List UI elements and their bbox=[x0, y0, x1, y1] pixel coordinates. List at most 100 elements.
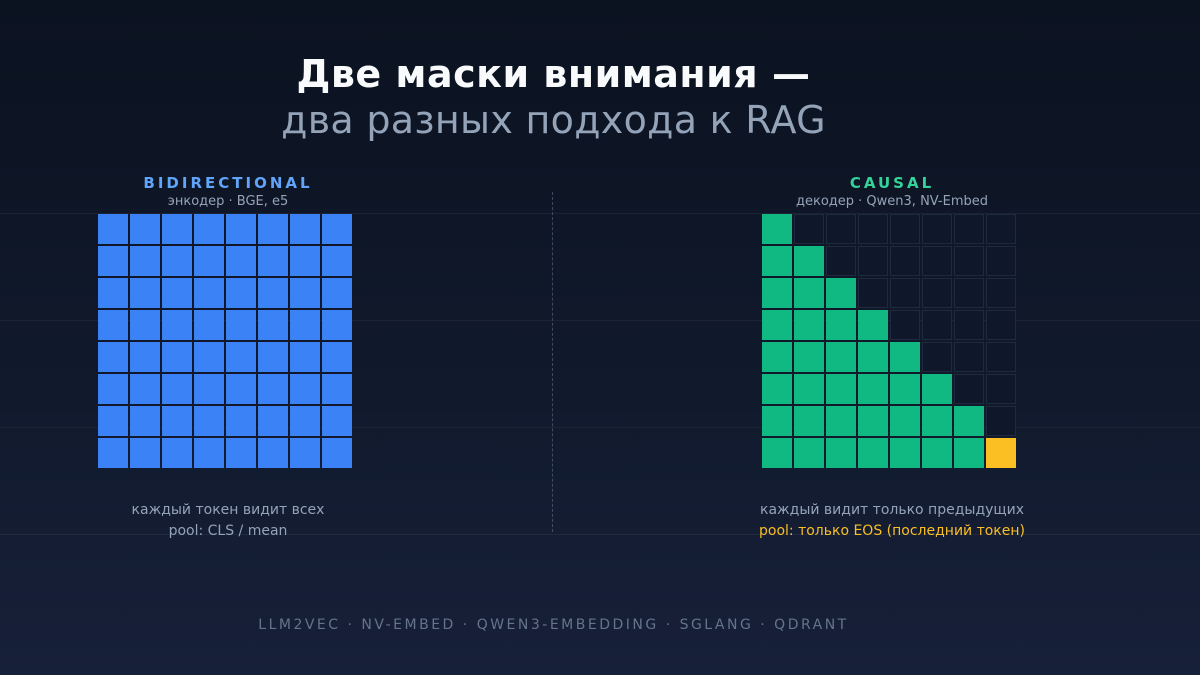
mask-cell-masked bbox=[986, 278, 1016, 308]
mask-cell-attended bbox=[794, 406, 824, 436]
mask-cell-attended bbox=[922, 374, 952, 404]
mask-cell-attended bbox=[858, 438, 888, 468]
mask-cell-masked bbox=[986, 342, 1016, 372]
mask-cell-attended bbox=[226, 214, 256, 244]
mask-cell-attended bbox=[890, 342, 920, 372]
mask-cell-attended bbox=[322, 406, 352, 436]
mask-cell-attended bbox=[226, 278, 256, 308]
mask-cell-attended bbox=[258, 246, 288, 276]
mask-cell-attended bbox=[890, 438, 920, 468]
mask-cell-attended bbox=[826, 342, 856, 372]
mask-cell-masked bbox=[922, 214, 952, 244]
mask-cell-attended bbox=[162, 214, 192, 244]
mask-cell-attended bbox=[290, 214, 320, 244]
mask-cell-attended bbox=[194, 214, 224, 244]
mask-cell-attended bbox=[794, 342, 824, 372]
mask-cell-attended bbox=[130, 246, 160, 276]
mask-cell-attended bbox=[290, 342, 320, 372]
causal-caption: каждый видит только предыдущих bbox=[760, 502, 1024, 518]
mask-cell-masked bbox=[954, 246, 984, 276]
mask-cell-masked bbox=[986, 310, 1016, 340]
mask-cell-attended bbox=[162, 438, 192, 468]
mask-cell-attended bbox=[226, 438, 256, 468]
mask-cell-attended bbox=[322, 246, 352, 276]
mask-cell-attended bbox=[322, 438, 352, 468]
bidirectional-label: BIDIRECTIONAL bbox=[143, 174, 313, 192]
mask-cell-attended bbox=[826, 438, 856, 468]
mask-cell-attended bbox=[794, 310, 824, 340]
mask-cell-attended bbox=[794, 374, 824, 404]
mask-cell-attended bbox=[226, 246, 256, 276]
mask-cell-masked bbox=[954, 310, 984, 340]
mask-cell-attended bbox=[322, 278, 352, 308]
background-gridline bbox=[0, 213, 1200, 214]
mask-cell-attended bbox=[762, 406, 792, 436]
bidirectional-subtitle: энкодер · BGE, e5 bbox=[167, 194, 289, 209]
mask-cell-attended bbox=[258, 374, 288, 404]
bidirectional-pool-caption: pool: CLS / mean bbox=[168, 523, 288, 539]
mask-cell-attended bbox=[890, 374, 920, 404]
mask-cell-attended bbox=[858, 374, 888, 404]
causal-pool-caption: pool: только EOS (последний токен) bbox=[759, 523, 1025, 539]
page-title: Две маски внимания — bbox=[296, 52, 811, 96]
mask-cell-masked bbox=[922, 278, 952, 308]
mask-cell-attended bbox=[226, 310, 256, 340]
mask-cell-masked bbox=[890, 214, 920, 244]
mask-cell-attended bbox=[194, 342, 224, 372]
mask-cell-attended bbox=[826, 406, 856, 436]
mask-cell-attended bbox=[130, 214, 160, 244]
mask-cell-masked bbox=[890, 246, 920, 276]
mask-cell-attended bbox=[226, 406, 256, 436]
background-gridline bbox=[0, 320, 1200, 321]
mask-cell-attended bbox=[194, 246, 224, 276]
mask-cell-attended bbox=[194, 438, 224, 468]
mask-cell-attended bbox=[322, 214, 352, 244]
mask-cell-attended bbox=[162, 278, 192, 308]
mask-cell-attended bbox=[130, 374, 160, 404]
mask-cell-attended bbox=[162, 374, 192, 404]
footer-tech-list: LLM2VEC · NV-EMBED · QWEN3-EMBEDDING · S… bbox=[258, 617, 849, 633]
mask-cell-masked bbox=[986, 214, 1016, 244]
mask-cell-attended bbox=[258, 342, 288, 372]
mask-cell-attended bbox=[762, 342, 792, 372]
mask-cell-attended bbox=[826, 310, 856, 340]
mask-cell-attended bbox=[290, 406, 320, 436]
causal-label: CAUSAL bbox=[849, 174, 935, 192]
mask-cell-masked bbox=[890, 278, 920, 308]
mask-cell-attended bbox=[258, 278, 288, 308]
mask-cell-attended bbox=[858, 310, 888, 340]
mask-cell-attended bbox=[762, 374, 792, 404]
mask-cell-attended bbox=[794, 438, 824, 468]
mask-cell-attended bbox=[322, 374, 352, 404]
bidirectional-caption: каждый токен видит всех bbox=[131, 502, 325, 518]
mask-cell-attended bbox=[826, 278, 856, 308]
mask-cell-masked bbox=[986, 374, 1016, 404]
mask-cell-masked bbox=[922, 342, 952, 372]
mask-cell-masked bbox=[986, 246, 1016, 276]
mask-cell-attended bbox=[226, 374, 256, 404]
mask-cell-attended bbox=[290, 438, 320, 468]
mask-cell-masked bbox=[922, 310, 952, 340]
mask-cell-masked bbox=[922, 246, 952, 276]
mask-cell-attended bbox=[98, 406, 128, 436]
mask-cell-attended bbox=[130, 438, 160, 468]
background-gridline bbox=[0, 534, 1200, 535]
mask-cell-masked bbox=[986, 406, 1016, 436]
mask-cell-attended bbox=[290, 310, 320, 340]
mask-cell-attended bbox=[322, 310, 352, 340]
mask-cell-attended bbox=[762, 278, 792, 308]
mask-cell-attended bbox=[258, 406, 288, 436]
mask-cell-attended bbox=[258, 438, 288, 468]
mask-cell-attended bbox=[98, 374, 128, 404]
mask-cell-attended bbox=[922, 406, 952, 436]
mask-cell-attended bbox=[258, 310, 288, 340]
mask-cell-masked bbox=[954, 374, 984, 404]
mask-cell-masked bbox=[954, 342, 984, 372]
mask-cell-masked bbox=[858, 278, 888, 308]
mask-cell-attended bbox=[922, 438, 952, 468]
mask-cell-attended bbox=[290, 374, 320, 404]
mask-cell-attended bbox=[98, 310, 128, 340]
mask-cell-attended bbox=[762, 246, 792, 276]
mask-cell-attended bbox=[130, 310, 160, 340]
mask-cell-attended bbox=[130, 278, 160, 308]
